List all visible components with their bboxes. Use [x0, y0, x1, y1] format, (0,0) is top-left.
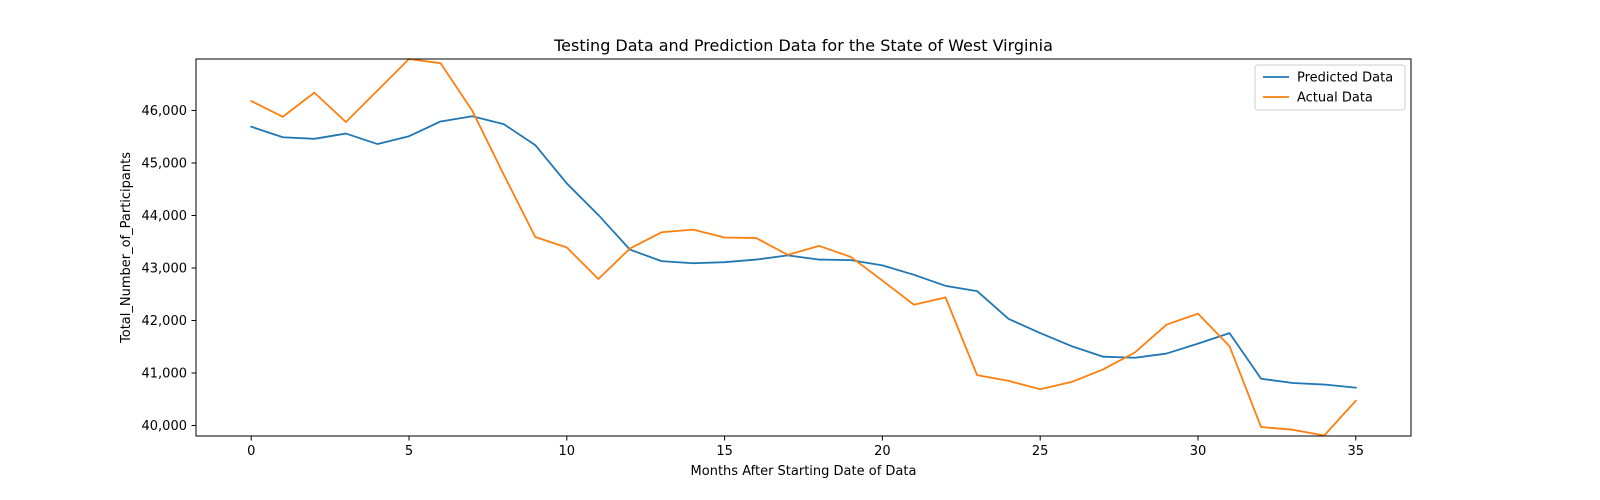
legend: Predicted Data Actual Data — [1254, 64, 1406, 111]
legend-label: Actual Data — [1297, 91, 1373, 106]
x-tick-label: 10 — [559, 444, 576, 459]
x-axis-label: Months After Starting Date of Data — [691, 464, 917, 479]
y-tick-label: 45,000 — [142, 156, 188, 171]
legend-label: Predicted Data — [1297, 71, 1393, 86]
y-axis-label: Total_Number_of_Participants — [119, 152, 134, 344]
x-tick-label: 0 — [247, 444, 255, 459]
y-tick-label: 42,000 — [142, 314, 188, 329]
x-tick-label: 15 — [716, 444, 733, 459]
y-axis-ticks: 40,000 41,000 42,000 43,000 44,000 45,000 46,0… — [142, 104, 196, 434]
chart-title: Testing Data and Prediction Data for the… — [553, 36, 1053, 55]
x-tick-label: 35 — [1347, 444, 1364, 459]
y-tick-label: 46,000 — [142, 104, 188, 119]
x-tick-label: 30 — [1190, 444, 1207, 459]
x-axis-ticks: 0 5 10 15 20 25 30 35 — [247, 436, 1364, 459]
x-tick-label: 25 — [1032, 444, 1049, 459]
x-tick-label: 20 — [874, 444, 891, 459]
y-tick-label: 44,000 — [142, 209, 188, 224]
legend-box — [1254, 64, 1406, 111]
y-tick-label: 43,000 — [142, 261, 188, 276]
y-tick-label: 40,000 — [142, 419, 188, 434]
series-line-predicted — [250, 115, 1357, 389]
plot-frame — [195, 58, 1412, 437]
series-line-actual — [250, 58, 1358, 437]
series-lines — [250, 58, 1358, 437]
x-tick-label: 5 — [405, 444, 413, 459]
y-tick-label: 41,000 — [142, 366, 188, 381]
